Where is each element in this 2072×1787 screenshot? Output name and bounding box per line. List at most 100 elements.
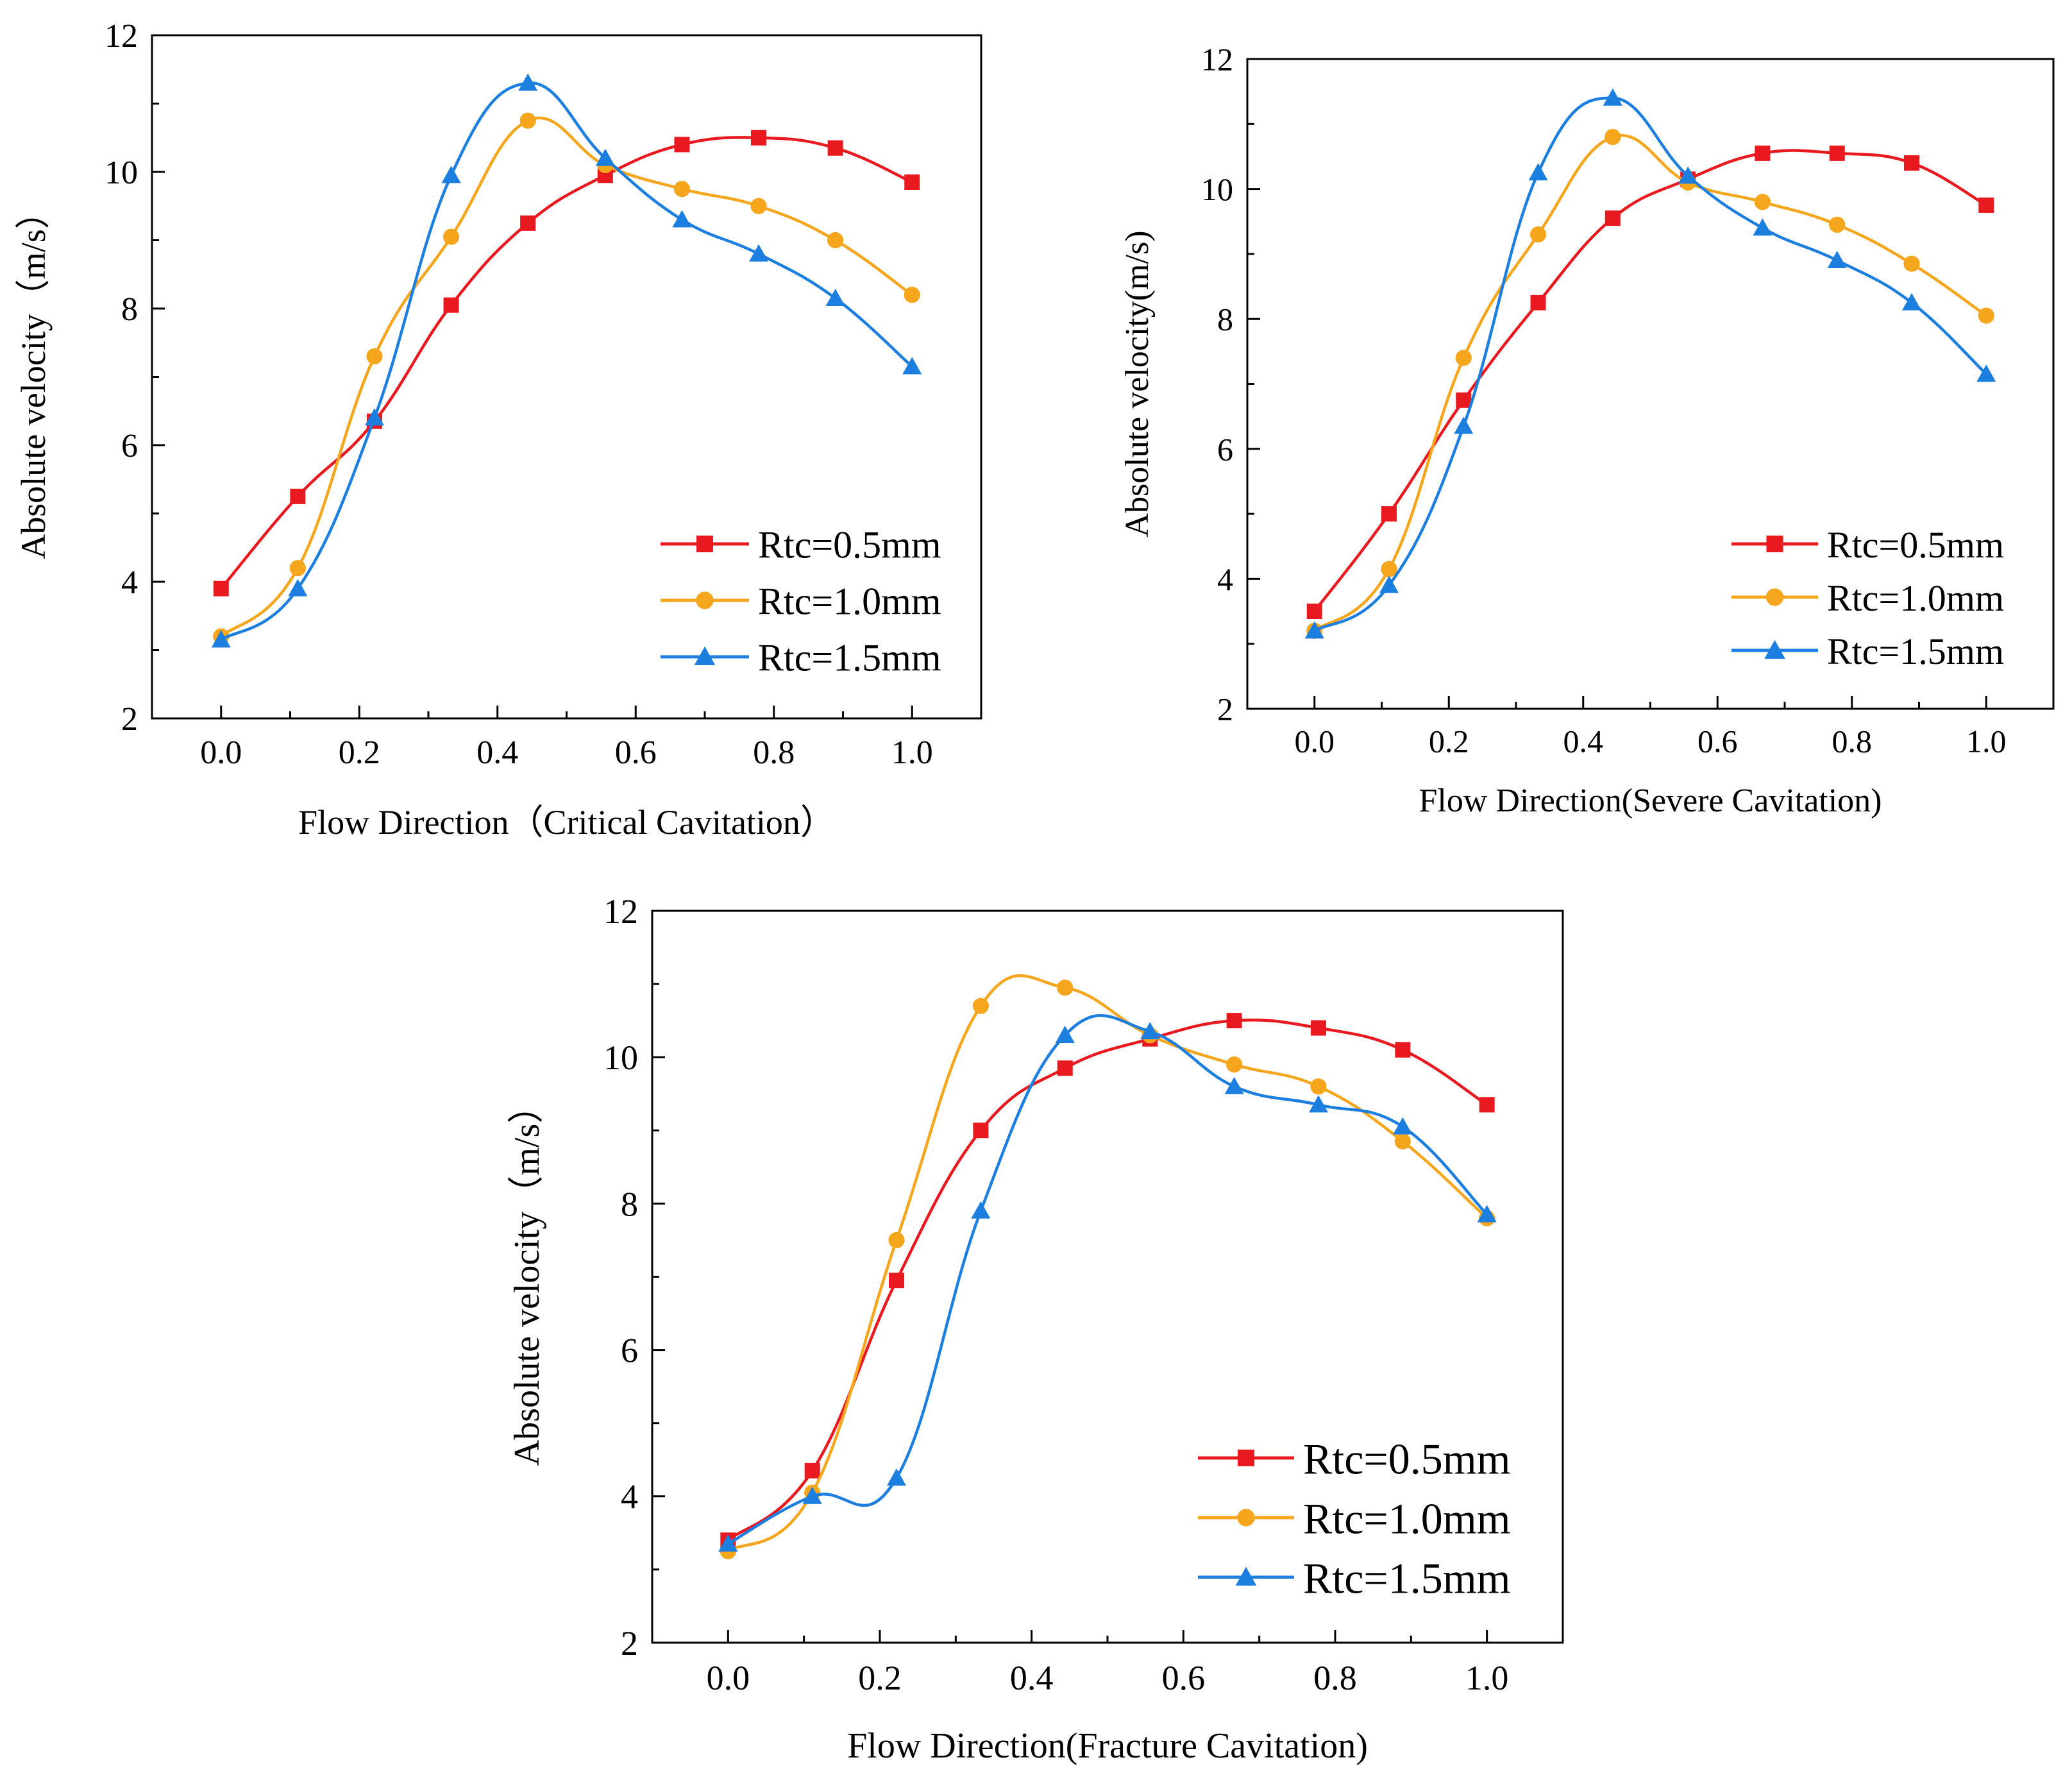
data-point	[1753, 218, 1773, 236]
data-point	[1055, 1025, 1075, 1043]
legend-label: Rtc=1.5mm	[1827, 631, 2004, 672]
data-point	[441, 165, 461, 183]
legend-marker	[694, 646, 716, 665]
legend-label: Rtc=1.0mm	[1827, 577, 2004, 619]
data-point	[519, 112, 536, 129]
x-tick-label: 0.2	[858, 1659, 902, 1697]
data-point	[904, 174, 920, 190]
data-point	[1528, 163, 1548, 181]
legend-label: Rtc=0.5mm	[758, 524, 941, 566]
y-axis-label: Absolute velocity（m/s）	[14, 194, 53, 559]
legend-entry: Rtc=1.5mm	[1198, 1554, 1511, 1602]
data-point	[1310, 1020, 1326, 1036]
x-tick-label: 0.0	[707, 1659, 750, 1697]
x-tick-label: 0.0	[1295, 724, 1335, 759]
series-Rtc=1.5mm	[211, 73, 922, 648]
x-tick-label: 0.8	[753, 734, 795, 771]
legend-label: Rtc=1.0mm	[758, 580, 941, 623]
x-tick-label: 0.4	[1010, 1659, 1054, 1697]
data-point	[1306, 604, 1322, 620]
legend-marker	[1766, 536, 1783, 552]
y-tick-label: 12	[603, 892, 638, 931]
legend-entry: Rtc=0.5mm	[1198, 1434, 1511, 1483]
data-point	[213, 580, 229, 597]
legend-marker	[1765, 588, 1784, 606]
data-point	[804, 1462, 820, 1478]
data-point	[887, 1468, 907, 1486]
data-point	[673, 181, 691, 198]
x-tick-label: 0.6	[615, 734, 657, 771]
data-point	[443, 297, 459, 313]
series-Rtc=0.5mm	[1306, 145, 1994, 620]
data-point	[595, 148, 615, 166]
series-Rtc=0.5mm	[213, 130, 920, 597]
legend-marker	[1238, 1450, 1254, 1466]
y-tick-label: 6	[121, 428, 138, 464]
y-tick-label: 4	[121, 564, 138, 601]
data-point	[1140, 1022, 1160, 1040]
data-point	[802, 1486, 822, 1504]
data-point	[1605, 128, 1621, 146]
data-point	[366, 348, 383, 365]
y-tick-label: 8	[121, 291, 138, 328]
data-point	[1605, 210, 1621, 226]
series-line	[220, 136, 913, 590]
y-tick-label: 10	[603, 1038, 638, 1077]
x-tick-label: 0.8	[1313, 1659, 1357, 1697]
x-tick-label: 0.4	[476, 734, 518, 771]
data-point	[1976, 364, 1996, 382]
data-point	[972, 997, 989, 1014]
legend-marker	[696, 591, 714, 609]
data-point	[904, 287, 920, 303]
x-axis-label: Flow Direction（Critical Cavitation）	[298, 803, 835, 842]
x-tick-label: 0.0	[200, 734, 242, 771]
series-line	[727, 974, 1488, 1553]
y-tick-label: 12	[1201, 42, 1233, 78]
data-point	[1455, 350, 1472, 366]
legend-entry: Rtc=1.0mm	[1198, 1494, 1511, 1543]
legend-entry: Rtc=0.5mm	[661, 524, 941, 566]
data-point	[442, 228, 460, 245]
data-point	[1310, 1078, 1327, 1095]
data-point	[1603, 88, 1622, 106]
data-point	[1057, 1060, 1073, 1076]
data-point	[1057, 979, 1074, 996]
y-tick-label: 10	[1201, 171, 1233, 207]
x-tick-label: 0.6	[1162, 1659, 1206, 1697]
data-point	[1454, 416, 1474, 434]
data-point	[718, 1534, 738, 1552]
data-point	[827, 140, 843, 156]
y-tick-label: 8	[1217, 301, 1233, 337]
data-point	[1379, 575, 1399, 593]
data-point	[518, 73, 538, 91]
x-tick-label: 1.0	[1465, 1659, 1509, 1697]
data-point	[1456, 392, 1472, 408]
x-tick-label: 0.6	[1697, 724, 1738, 759]
data-point	[290, 488, 306, 504]
data-point	[749, 244, 769, 262]
legend-marker	[1237, 1509, 1255, 1527]
y-tick-label: 6	[1217, 431, 1233, 467]
data-point	[1224, 1076, 1244, 1094]
legend-marker	[1235, 1566, 1257, 1586]
legend-marker	[1764, 639, 1785, 659]
data-point	[1529, 226, 1547, 243]
data-point	[1829, 216, 1846, 233]
data-point	[825, 289, 845, 307]
legend-label: Rtc=1.5mm	[1303, 1554, 1511, 1602]
legend-label: Rtc=0.5mm	[1303, 1434, 1511, 1483]
y-tick-label: 2	[1217, 691, 1233, 727]
legend-label: Rtc=0.5mm	[1827, 524, 2004, 566]
data-point	[1479, 1097, 1495, 1113]
y-tick-label: 12	[105, 18, 138, 55]
legend-marker	[696, 536, 713, 552]
series-Rtc=1.5mm	[1304, 88, 1996, 639]
data-point	[1827, 251, 1847, 269]
data-point	[1394, 1133, 1411, 1150]
data-point	[520, 215, 536, 231]
y-tick-label: 4	[1217, 561, 1233, 597]
data-point	[674, 137, 690, 153]
x-tick-label: 0.4	[1563, 724, 1604, 759]
series-Rtc=1.0mm	[213, 112, 920, 645]
